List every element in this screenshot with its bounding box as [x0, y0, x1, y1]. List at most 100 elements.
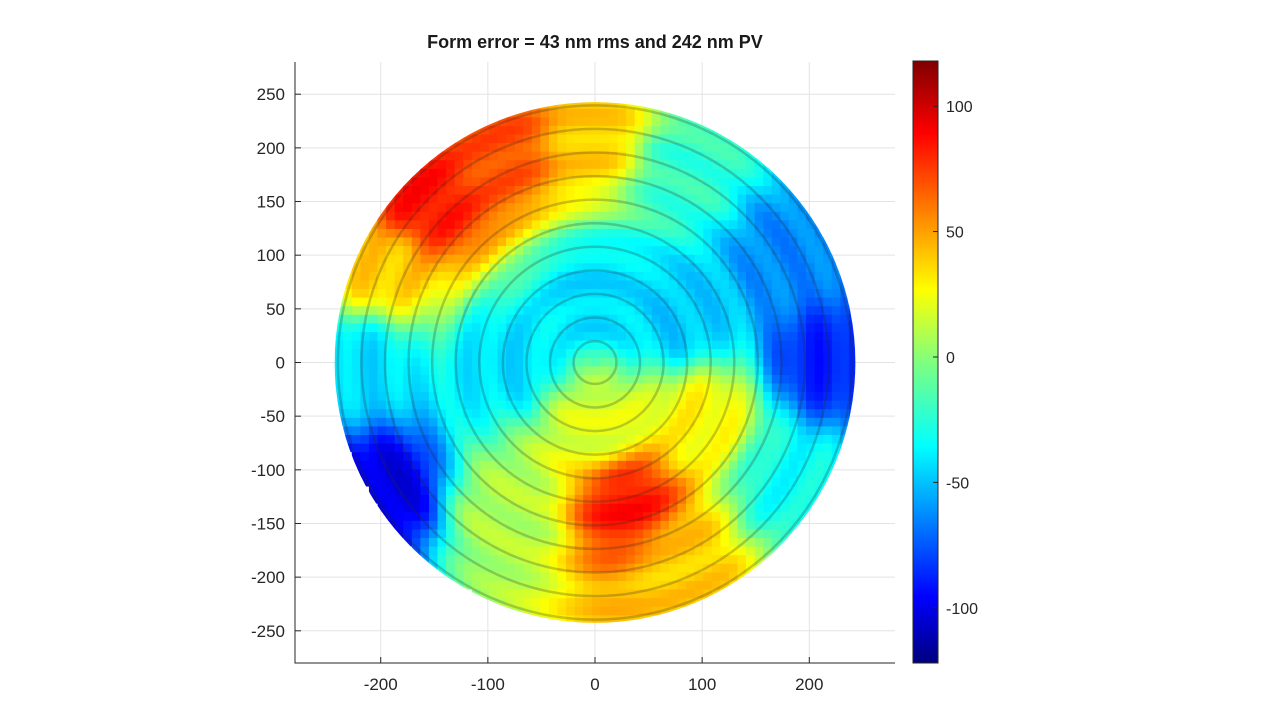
surface-cell: [506, 314, 516, 324]
surface-cell: [531, 494, 541, 504]
surface-cell: [403, 297, 413, 307]
surface-cell: [557, 460, 567, 470]
surface-cell: [694, 236, 704, 247]
surface-cell: [823, 279, 833, 290]
surface-cell: [686, 554, 696, 564]
surface-cell: [668, 151, 679, 161]
surface-cell: [814, 236, 824, 247]
surface-cell: [823, 322, 833, 332]
surface-cell: [686, 537, 696, 547]
surface-cell: [814, 477, 824, 487]
surface-cell: [660, 460, 670, 470]
surface-cell: [463, 408, 473, 418]
surface-cell: [463, 382, 473, 393]
surface-cell: [437, 520, 447, 530]
surface-cell: [403, 460, 413, 470]
surface-cell: [557, 314, 567, 324]
surface-cell: [454, 451, 464, 461]
surface-cell: [711, 254, 721, 264]
surface-cell: [651, 254, 661, 264]
surface-cell: [446, 374, 456, 384]
surface-cell: [531, 297, 541, 307]
surface-cell: [797, 245, 807, 255]
surface-cell: [506, 159, 516, 169]
surface-cell: [557, 614, 567, 623]
surface-cell: [711, 451, 721, 461]
surface-cell: [411, 271, 421, 281]
surface-cell: [797, 339, 807, 350]
surface-cell: [703, 116, 713, 126]
surface-cell: [446, 288, 456, 298]
surface-cell: [463, 546, 473, 556]
surface-cell: [497, 580, 507, 590]
surface-cell: [506, 537, 516, 547]
surface-cell: [694, 425, 704, 436]
surface-cell: [488, 168, 499, 178]
surface-cell: [694, 477, 704, 487]
surface-cell: [377, 322, 387, 332]
surface-cell: [437, 194, 447, 204]
surface-cell: [686, 571, 696, 581]
surface-cell: [583, 357, 593, 367]
surface-cell: [497, 546, 507, 556]
surface-cell: [608, 511, 619, 521]
surface-cell: [548, 451, 559, 461]
surface-cell: [823, 442, 833, 453]
surface-cell: [446, 228, 456, 238]
surface-cell: [454, 228, 464, 238]
surface-cell: [848, 391, 856, 401]
surface-cell: [780, 339, 790, 350]
surface-cell: [780, 168, 790, 178]
surface-cell: [446, 262, 456, 272]
surface-cell: [506, 297, 516, 307]
surface-cell: [651, 236, 661, 247]
surface-cell: [471, 142, 481, 152]
surface-cell: [668, 245, 679, 255]
surface-cell: [660, 546, 670, 556]
surface-cell: [677, 537, 687, 547]
surface-cell: [668, 219, 679, 229]
surface-cell: [634, 159, 644, 169]
surface-cell: [746, 348, 756, 358]
surface-cell: [746, 185, 756, 195]
surface-cell: [797, 228, 807, 238]
surface-cell: [403, 442, 413, 453]
surface-cell: [463, 331, 473, 341]
surface-cell: [771, 176, 781, 187]
surface-cell: [446, 468, 456, 478]
surface-cell: [454, 279, 464, 290]
surface-cell: [540, 125, 550, 135]
surface-cell: [788, 185, 799, 195]
surface-cell: [471, 245, 481, 255]
surface-cell: [626, 176, 636, 187]
surface-cell: [686, 434, 696, 444]
surface-cell: [566, 348, 576, 358]
surface-cell: [574, 425, 584, 436]
surface-cell: [651, 460, 661, 470]
surface-cell: [566, 339, 576, 350]
surface-cell: [531, 606, 541, 616]
surface-cell: [668, 322, 679, 332]
surface-cell: [806, 262, 816, 272]
surface-cell: [617, 219, 627, 229]
surface-cell: [754, 554, 764, 564]
surface-cell: [574, 219, 584, 229]
surface-cell: [480, 563, 490, 573]
surface-cell: [591, 357, 601, 367]
surface-cell: [694, 322, 704, 332]
surface-cell: [814, 322, 824, 332]
surface-cell: [360, 374, 370, 384]
surface-cell: [548, 133, 559, 144]
surface-cell: [686, 219, 696, 229]
surface-cell: [463, 339, 473, 350]
surface-cell: [437, 348, 447, 358]
surface-cell: [488, 339, 499, 350]
surface-cell: [574, 408, 584, 418]
surface-cell: [591, 520, 601, 530]
surface-cell: [600, 511, 610, 521]
surface-cell: [420, 442, 430, 453]
surface-cell: [420, 219, 430, 229]
surface-cell: [711, 391, 721, 401]
surface-cell: [334, 374, 344, 384]
surface-cell: [540, 442, 550, 453]
